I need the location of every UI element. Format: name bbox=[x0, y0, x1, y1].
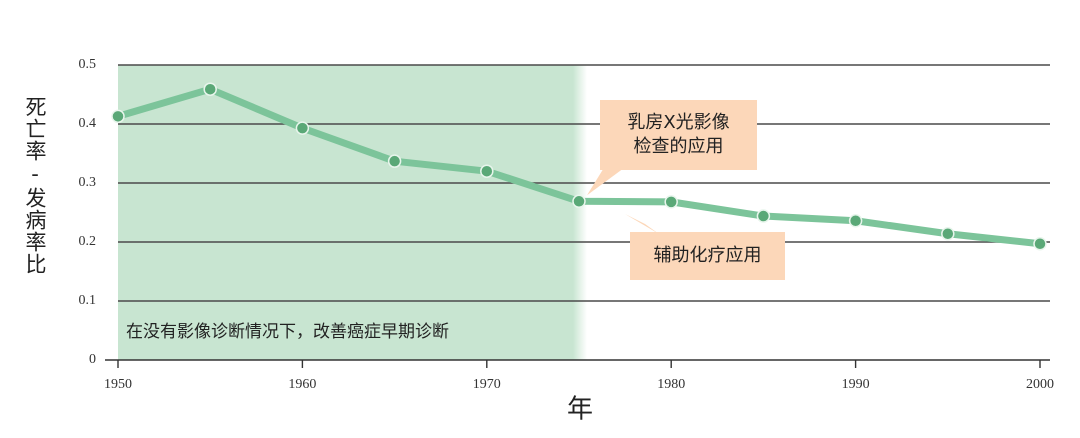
annotation-box bbox=[600, 100, 757, 170]
y-tick-label: 0.3 bbox=[79, 175, 97, 190]
data-point bbox=[480, 164, 494, 178]
data-point bbox=[203, 82, 217, 96]
data-point bbox=[941, 226, 955, 241]
y-tick-label: 0.2 bbox=[79, 234, 97, 249]
x-axis-label: 年 bbox=[567, 395, 593, 425]
data-point bbox=[572, 194, 586, 209]
data-point bbox=[387, 154, 402, 168]
data-point bbox=[111, 109, 125, 124]
y-tick-label: 0.4 bbox=[79, 116, 97, 131]
y-tick-label: 0.5 bbox=[79, 57, 97, 72]
annotation-text: 检查的应用 bbox=[634, 136, 724, 157]
x-tick-label: 1990 bbox=[842, 377, 870, 392]
data-point bbox=[664, 195, 678, 209]
annotation-box bbox=[630, 232, 785, 280]
annotation-pointer bbox=[625, 214, 659, 234]
data-point bbox=[848, 214, 863, 228]
shaded-region-label: 在没有影像诊断情况下，改善癌症早期诊断 bbox=[126, 322, 449, 342]
x-tick-label: 2000 bbox=[1026, 377, 1054, 392]
x-tick-label: 1970 bbox=[473, 377, 501, 392]
y-tick-label: 0.1 bbox=[79, 293, 97, 308]
x-tick-label: 1980 bbox=[657, 377, 685, 392]
x-tick-label: 1960 bbox=[288, 377, 316, 392]
shaded-region bbox=[118, 65, 587, 360]
y-tick-label: 0 bbox=[89, 352, 96, 367]
annotation-text: 辅助化疗应用 bbox=[654, 245, 762, 266]
x-tick-label: 1950 bbox=[104, 377, 132, 392]
data-point bbox=[1033, 237, 1047, 251]
y-axis-label: 死亡率-发病率比 bbox=[23, 96, 47, 275]
annotation-text: 乳房X光影像 bbox=[627, 112, 729, 133]
data-point bbox=[756, 209, 771, 223]
data-point bbox=[295, 121, 310, 135]
